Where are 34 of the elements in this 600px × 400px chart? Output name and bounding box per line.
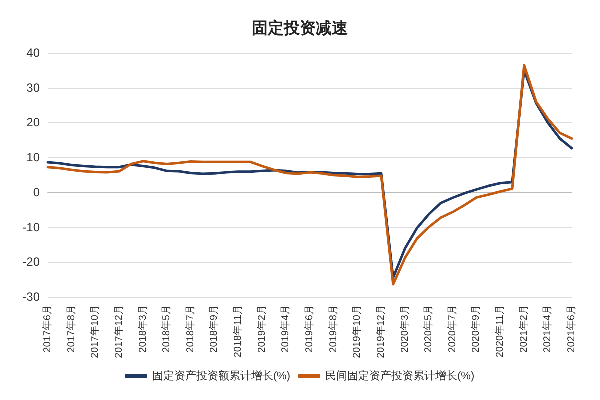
x-tick-label: 2018年5月 xyxy=(160,305,173,353)
x-tick-label: 2018年9月 xyxy=(208,305,220,353)
y-tick-label: -20 xyxy=(22,255,40,270)
x-tick-label: 2018年11月 xyxy=(232,305,244,358)
x-tick-label: 2019年10月 xyxy=(351,305,364,358)
x-tick-label: 2021年6月 xyxy=(566,305,578,353)
x-tick-label: 2017年8月 xyxy=(65,305,78,353)
x-tick-label: 2020年3月 xyxy=(398,305,411,353)
x-tick-label: 2020年11月 xyxy=(494,305,506,358)
y-tick-label: 40 xyxy=(26,46,40,60)
x-tick-label: 2019年12月 xyxy=(374,305,387,358)
legend-label: 民间固定资产投资累计增长(%) xyxy=(326,370,475,382)
x-tick-label: 2018年3月 xyxy=(136,305,149,353)
y-tick-label: 0 xyxy=(33,185,40,200)
y-tick-label: 10 xyxy=(26,150,40,165)
x-tick-label: 2019年8月 xyxy=(327,305,340,353)
y-tick-label: 30 xyxy=(26,80,40,95)
legend-label: 固定资产投资额累计增长(%) xyxy=(152,370,290,382)
x-tick-label: 2017年6月 xyxy=(42,305,54,353)
x-tick-label: 2019年6月 xyxy=(304,305,316,353)
y-tick-label: 20 xyxy=(26,116,40,130)
y-tick-label: -30 xyxy=(22,290,40,304)
x-tick-label: 2021年4月 xyxy=(542,305,554,353)
y-tick-label: -10 xyxy=(22,220,40,234)
x-tick-label: 2021年2月 xyxy=(518,305,530,353)
x-tick-label: 2018年7月 xyxy=(184,305,196,353)
x-tick-label: 2020年9月 xyxy=(470,305,482,353)
x-tick-label: 2020年5月 xyxy=(422,305,435,353)
x-tick-label: 2020年7月 xyxy=(446,305,458,353)
x-tick-label: 2017年12月 xyxy=(112,305,125,358)
chart-title: 固定投资减速 xyxy=(252,20,349,38)
x-tick-label: 2017年10月 xyxy=(89,305,102,358)
x-tick-label: 2019年2月 xyxy=(256,305,268,353)
x-tick-label: 2019年4月 xyxy=(280,305,292,353)
